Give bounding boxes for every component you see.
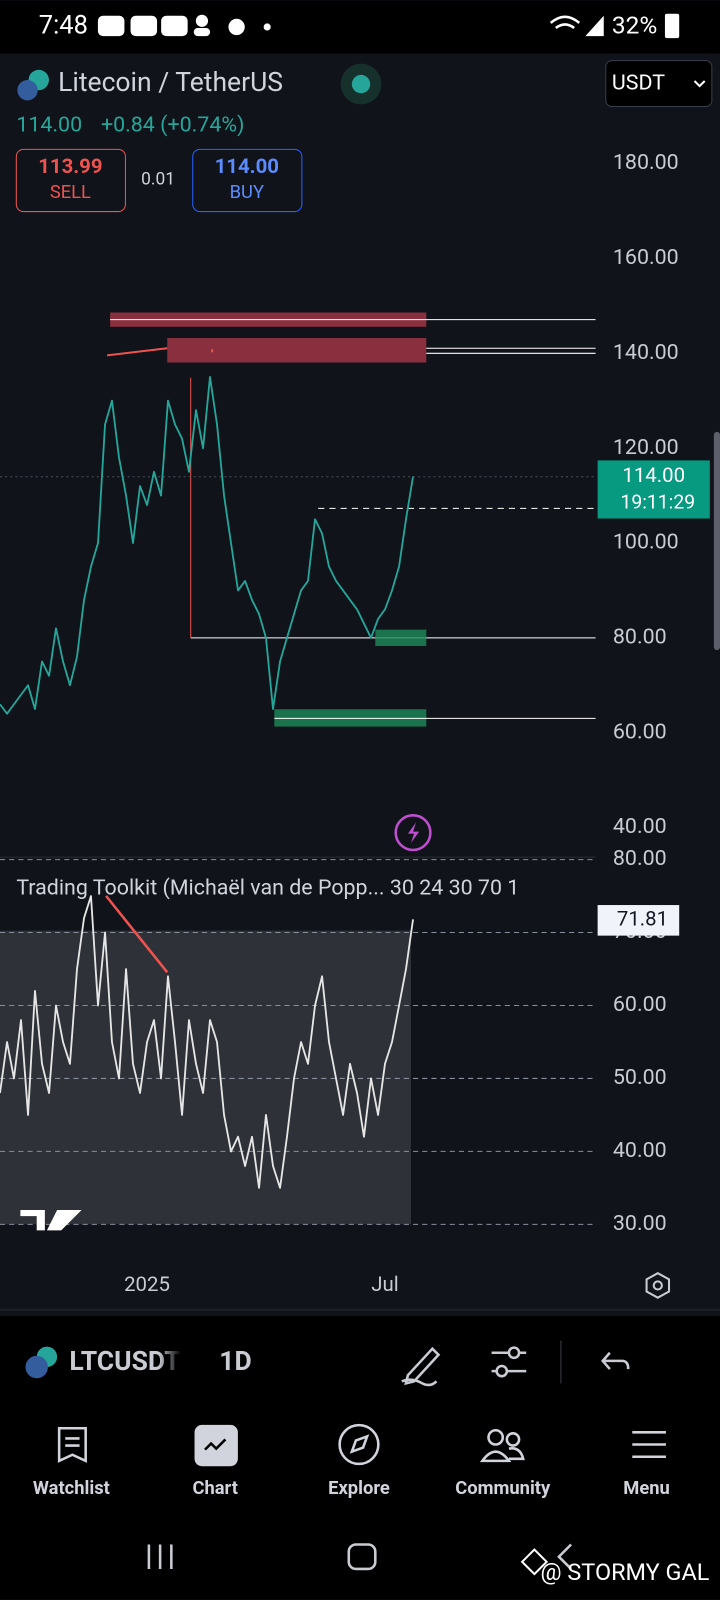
y-tick-label: 160.00: [613, 245, 679, 270]
interval[interactable]: 1D: [219, 1346, 251, 1377]
series-line: [0, 895, 414, 1189]
rsi-badge: [597, 905, 680, 936]
settings-icon-dot: [652, 1280, 663, 1291]
x-tick-label: Jul: [371, 1272, 398, 1296]
y-tick-label: 30.00: [613, 1211, 667, 1236]
rsi-pane: [0, 859, 596, 1225]
sell-price: 113.99: [38, 154, 102, 178]
tv-logo: [20, 1209, 82, 1231]
price-change: +0.84 (+0.74%): [101, 113, 245, 138]
last-price: 114.00: [16, 113, 82, 138]
symbol-mask: [181, 1326, 202, 1398]
y-tick-label: 100.00: [613, 530, 679, 555]
toolbar-coin-icon: [25, 1355, 48, 1379]
market-status-dot: [351, 74, 371, 94]
buy-label: BUY: [230, 182, 264, 203]
coin-icon: [17, 80, 38, 101]
price-pane: [0, 376, 414, 715]
nav-icons: [57, 1423, 666, 1467]
currency-select[interactable]: [605, 60, 713, 108]
nav-label[interactable]: Community: [455, 1478, 551, 1499]
toolbar: [0, 1316, 720, 1412]
buy-price: 114.00: [215, 154, 279, 178]
y-tick-label: 180.00: [613, 150, 679, 175]
y-tick-label: 40.00: [613, 814, 667, 839]
y-tick-label: 120.00: [613, 435, 679, 460]
series-line: [0, 376, 414, 715]
toolbar-symbol[interactable]: LTCUSDT: [69, 1346, 180, 1377]
y-tick-label: 40.00: [613, 1138, 667, 1163]
undo[interactable]: [601, 1351, 630, 1370]
buy-button[interactable]: [192, 148, 303, 213]
price-badge-value: 114.00: [622, 463, 685, 487]
rsi-badge-value: 71.81: [617, 907, 668, 931]
x-tick-label: 2025: [124, 1272, 170, 1296]
y-tick-label: 80.00: [613, 624, 667, 649]
indicator-tool[interactable]: [491, 1346, 527, 1378]
symbol-title[interactable]: Litecoin / TetherUS: [58, 67, 283, 98]
y-tick-label: 60.00: [613, 992, 667, 1017]
y-tick-label: 140.00: [613, 340, 679, 365]
settings-icon[interactable]: [645, 1272, 671, 1299]
nav-label[interactable]: Explore: [328, 1478, 390, 1499]
drawings: [0, 312, 720, 1225]
y-tick-label: 50.00: [613, 1065, 667, 1090]
nav-label[interactable]: Chart: [192, 1478, 237, 1499]
draw-tool[interactable]: [401, 1346, 441, 1387]
currency-label: USDT: [612, 71, 665, 96]
watermark-icon: [520, 1548, 549, 1576]
nav-label[interactable]: Watchlist: [33, 1478, 110, 1499]
sell-label: SELL: [50, 182, 91, 203]
sell-button[interactable]: [15, 148, 126, 213]
y-tick-label: 80.00: [613, 846, 667, 871]
spread: 0.01: [141, 170, 175, 190]
nav-labels: Watchlist Chart Explore Community Menu: [33, 1478, 670, 1499]
indicator-title[interactable]: Trading Toolkit (Michaël van de Popp... …: [16, 875, 519, 900]
system-buttons: [147, 1543, 573, 1571]
watermark: @ STORMY GAL: [541, 1558, 710, 1586]
status-time: 7:48: [39, 11, 88, 41]
battery-level: 32%: [612, 10, 657, 39]
bar-countdown: 19:11:29: [620, 490, 695, 513]
nav-bar: [0, 1411, 720, 1535]
y-tick-label: 60.00: [613, 719, 667, 744]
dropdown-arrow: [693, 80, 706, 88]
price-badge: [597, 460, 710, 519]
nav-label[interactable]: Menu: [623, 1478, 670, 1499]
